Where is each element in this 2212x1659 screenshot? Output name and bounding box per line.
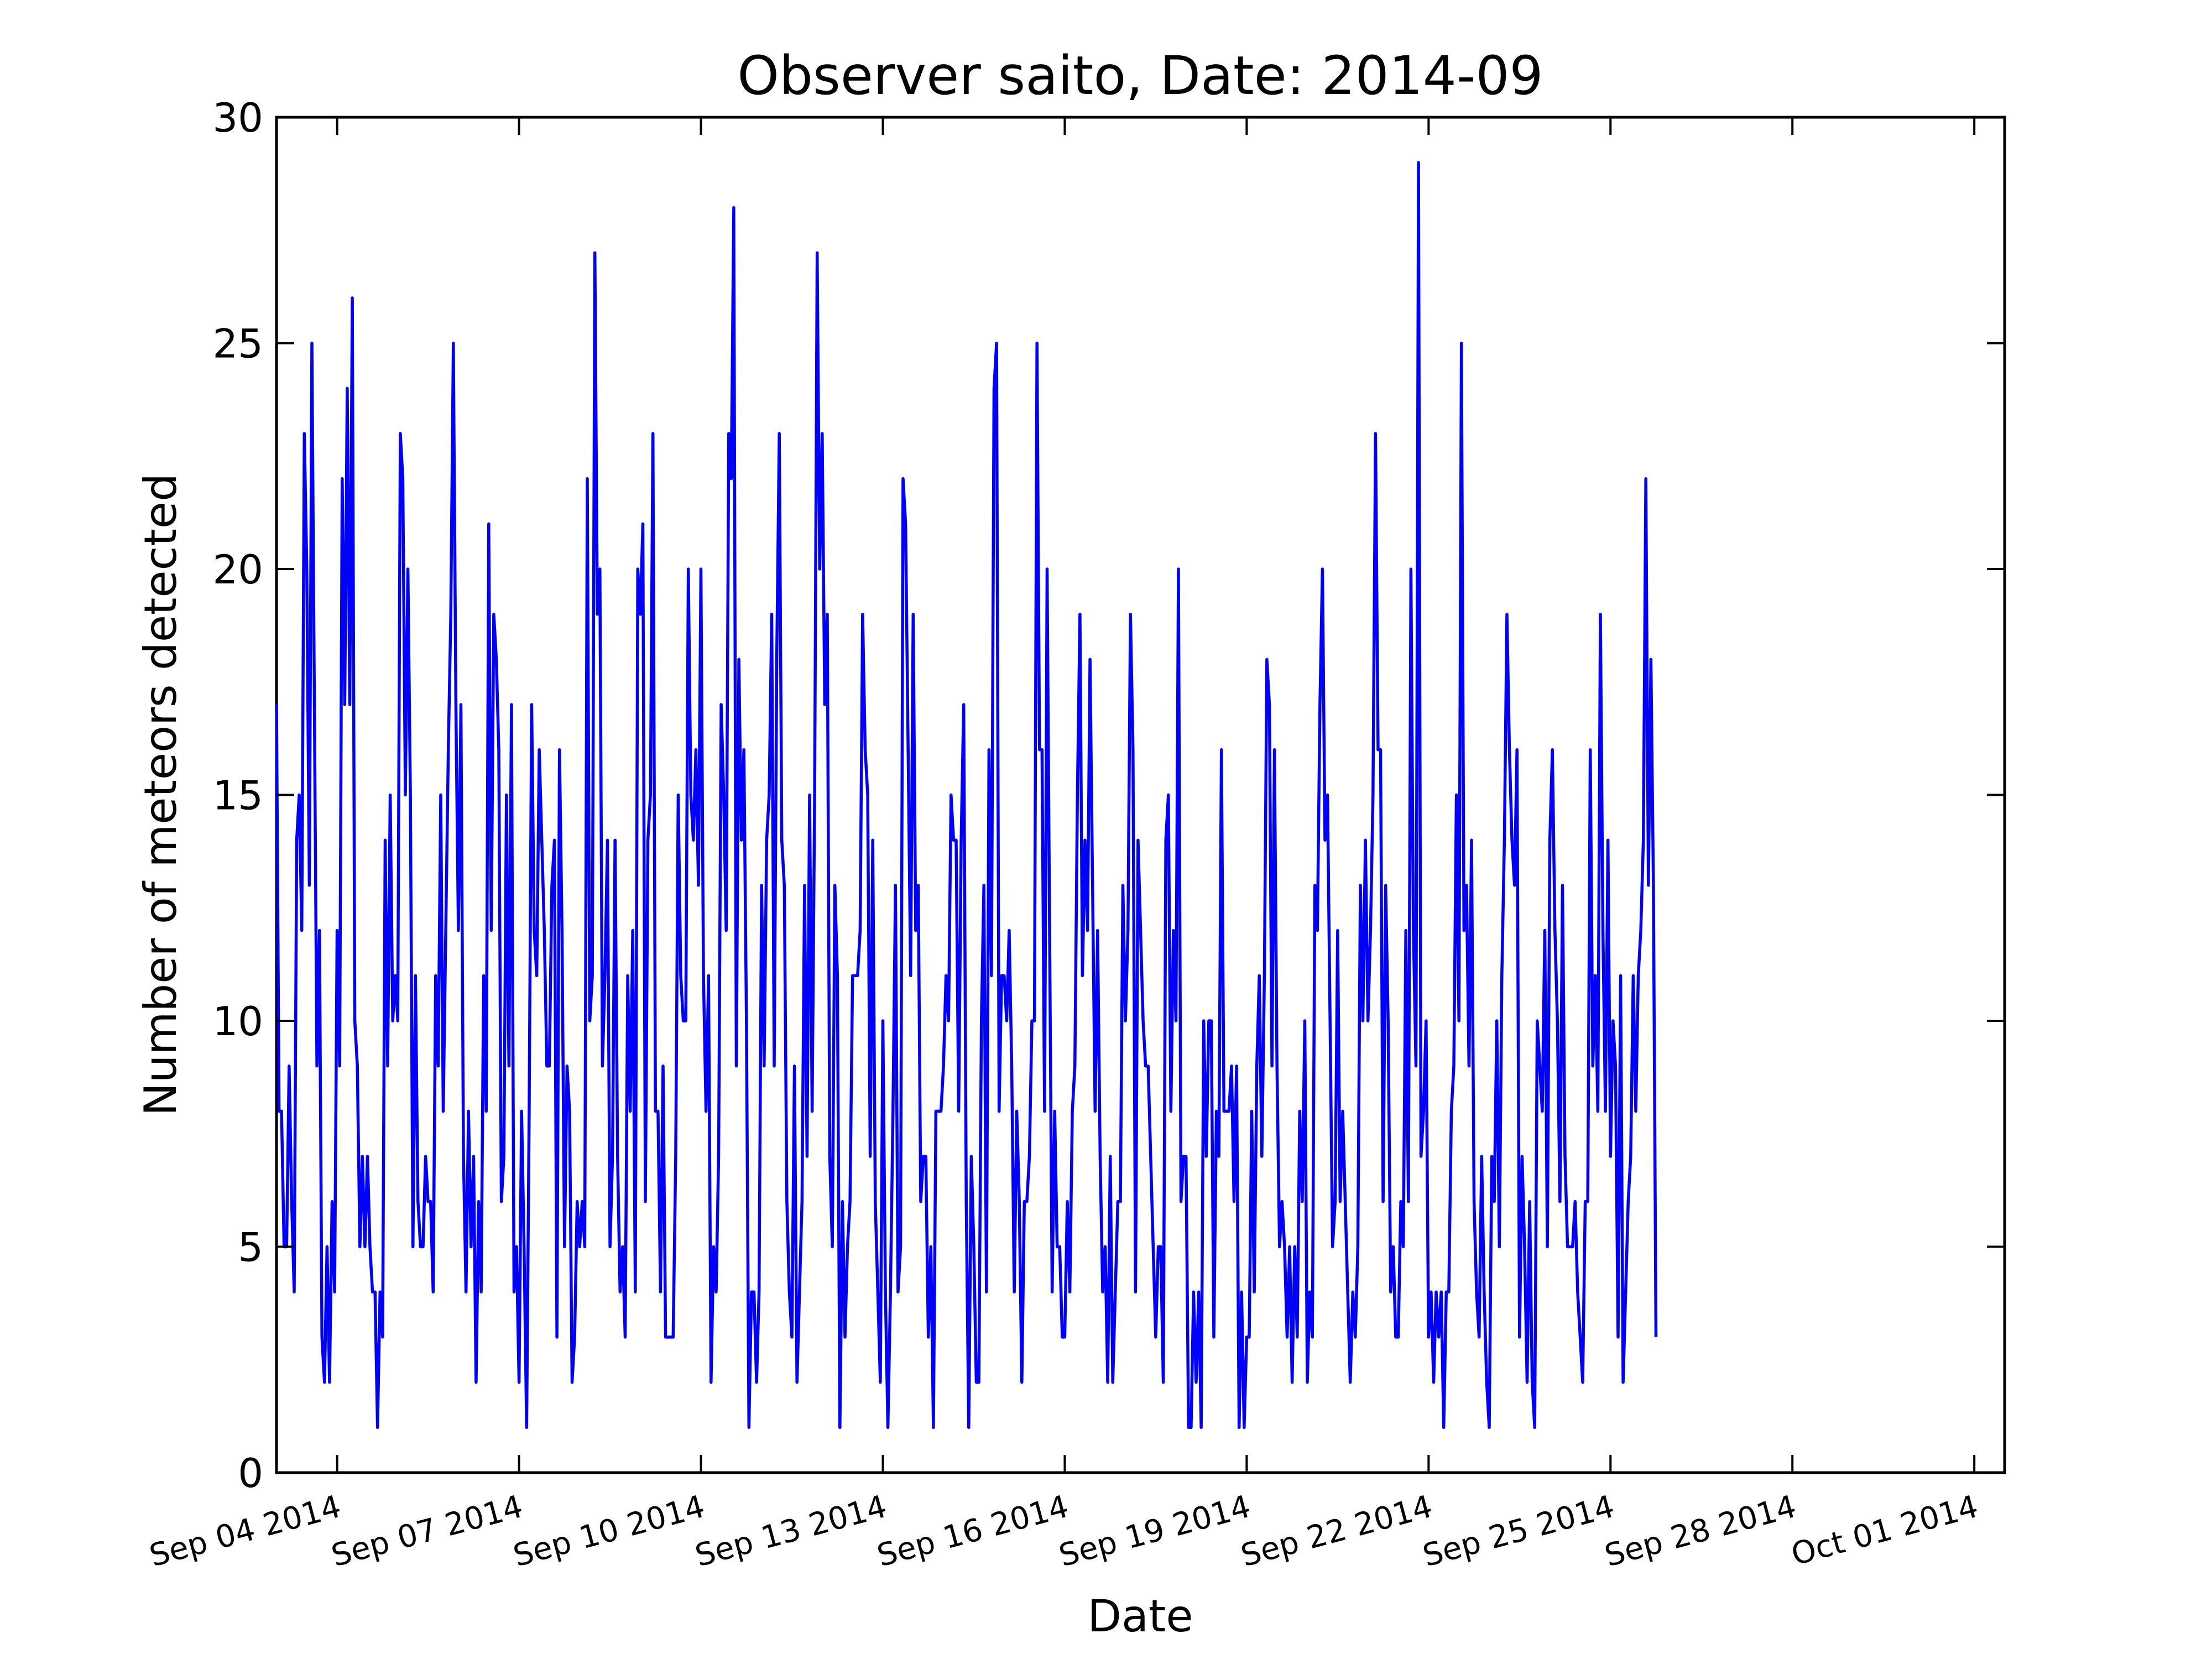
x-tick-label: Sep 10 2014 <box>510 1489 709 1574</box>
y-axis-ticks: 0 5 10 15 20 25 30 <box>212 95 2005 1496</box>
x-tick-label: Sep 25 2014 <box>1419 1489 1618 1574</box>
x-tick-label: Sep 22 2014 <box>1237 1489 1436 1574</box>
y-tick-label: 10 <box>212 998 263 1045</box>
x-tick-label: Sep 28 2014 <box>1601 1489 1800 1574</box>
chart-title: Observer saito, Date: 2014-09 <box>737 45 1543 107</box>
series-group <box>275 160 1658 1430</box>
y-axis-label: Number of meteors detected <box>135 473 186 1116</box>
y-tick-label: 20 <box>212 546 263 593</box>
x-tick-label: Sep 04 2014 <box>146 1489 345 1574</box>
series-line-0 <box>275 160 1658 1430</box>
y-tick-label: 15 <box>212 773 263 819</box>
y-tick-label: 0 <box>238 1450 263 1496</box>
x-axis-label: Date <box>1087 1590 1193 1642</box>
y-tick-label: 25 <box>212 321 263 367</box>
x-tick-label: Sep 19 2014 <box>1055 1489 1254 1574</box>
x-tick-label: Sep 16 2014 <box>873 1489 1072 1574</box>
y-tick-label: 5 <box>238 1224 263 1271</box>
x-tick-label: Sep 13 2014 <box>691 1489 890 1574</box>
x-tick-label: Sep 07 2014 <box>328 1489 527 1574</box>
x-tick-label: Oct 01 2014 <box>1788 1489 1982 1573</box>
plot-area-frame <box>275 116 2006 1474</box>
y-tick-label: 30 <box>212 95 263 141</box>
